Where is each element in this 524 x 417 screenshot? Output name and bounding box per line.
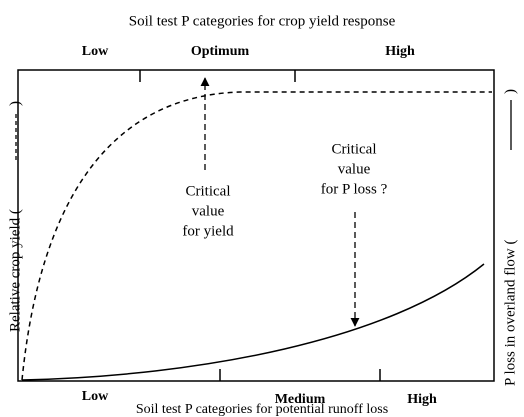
bottom-title: Soil test P categories for potential run…: [136, 402, 388, 417]
ploss-curve: [21, 263, 485, 381]
annotation-line: value: [338, 161, 371, 177]
annotation-line: for P loss ?: [321, 181, 388, 197]
plot-frame: [17, 69, 495, 382]
top-category: High: [385, 44, 415, 59]
top-title: Soil test P categories for crop yield re…: [129, 13, 396, 29]
right-axis-close: ): [502, 89, 518, 94]
bottom-category: Medium: [275, 392, 326, 407]
annotation-line: Critical: [186, 183, 231, 199]
left-axis-label: Relative crop yield (: [7, 209, 23, 332]
left-label-group: Relative crop yield ( ): [7, 101, 23, 332]
right-label-group: P loss in overland flow ( ): [502, 89, 518, 386]
bottom-category: High: [407, 392, 437, 407]
annotation-line: Critical: [332, 141, 377, 157]
annotation-line: value: [192, 203, 225, 219]
top-category: Low: [82, 44, 109, 59]
bottom-category: Low: [82, 389, 109, 404]
left-axis-close: ): [7, 101, 23, 106]
annotation-line: for yield: [182, 223, 234, 239]
yield-curve: [21, 91, 492, 381]
right-axis-label: P loss in overland flow (: [502, 239, 518, 386]
top-category: Optimum: [191, 44, 250, 59]
